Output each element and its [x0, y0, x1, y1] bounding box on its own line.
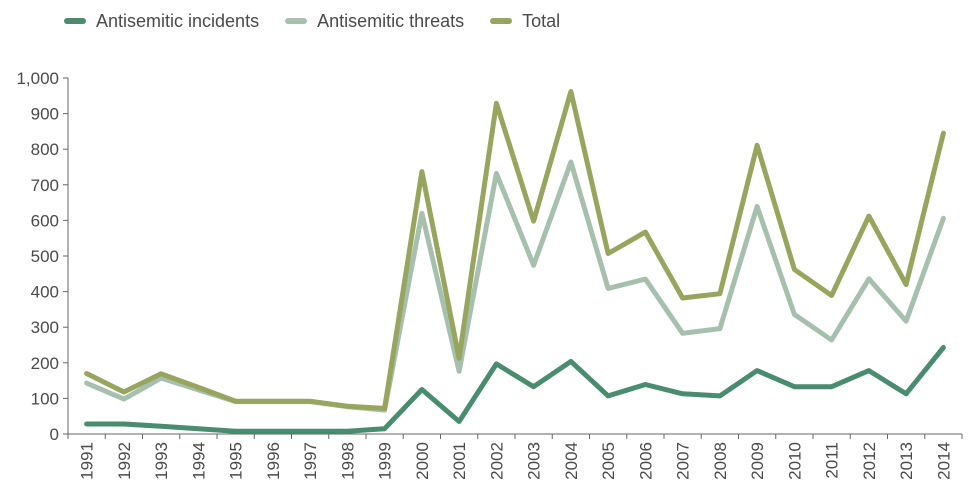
- chart-legend: Antisemitic incidents Antisemitic threat…: [64, 6, 586, 36]
- x-tick-label: 1992: [115, 442, 134, 480]
- x-tick-label: 2002: [487, 442, 506, 480]
- legend-item-incidents: Antisemitic incidents: [64, 11, 259, 32]
- legend-item-threats: Antisemitic threats: [285, 11, 464, 32]
- x-tick-label: 2006: [636, 442, 655, 480]
- x-tick-label: 2003: [525, 442, 544, 480]
- legend-label-total: Total: [522, 10, 561, 31]
- chart-series-lines: [84, 89, 946, 434]
- x-tick-label: 2005: [599, 442, 618, 480]
- y-tick-label: 100: [31, 389, 59, 408]
- series-line-2: [84, 89, 946, 411]
- x-tick-label: 1999: [376, 442, 395, 480]
- x-tick-label: 2001: [450, 442, 469, 480]
- legend-item-total: Total: [490, 11, 560, 32]
- y-tick-label: 800: [31, 140, 59, 159]
- x-tick-label: 1997: [301, 442, 320, 480]
- y-tick-label: 1,000: [16, 69, 59, 88]
- x-tick-label: 1995: [227, 442, 246, 480]
- x-tick-label: 2010: [785, 442, 804, 480]
- legend-swatch-threats: [285, 18, 308, 24]
- chart-tick-labels: 0 100 200 300 400 500 600 700 800 900 1,000 1991 199…: [16, 69, 953, 480]
- y-tick-label: 300: [31, 318, 59, 337]
- x-tick-label: 2014: [934, 442, 953, 480]
- legend-swatch-total: [490, 18, 513, 24]
- x-tick-label: 2009: [748, 442, 767, 480]
- y-tick-label: 200: [31, 354, 59, 373]
- x-tick-label: 1994: [189, 442, 208, 480]
- x-tick-label: 2000: [413, 442, 432, 480]
- x-tick-label: 2007: [674, 442, 693, 480]
- legend-swatch-incidents: [64, 18, 86, 24]
- legend-label-threats: Antisemitic threats: [317, 10, 465, 31]
- y-tick-label: 700: [31, 176, 59, 195]
- y-tick-label: 0: [50, 425, 59, 444]
- y-tick-label: 900: [31, 105, 59, 124]
- series-line-0: [84, 345, 946, 434]
- y-tick-label: 400: [31, 283, 59, 302]
- x-tick-label: 1991: [78, 442, 97, 480]
- x-tick-label: 1998: [338, 442, 357, 480]
- x-tick-label: 2012: [860, 442, 879, 480]
- legend-label-incidents: Antisemitic incidents: [96, 10, 260, 31]
- x-tick-label: 1993: [152, 442, 171, 480]
- x-tick-label: 2013: [897, 442, 916, 480]
- x-tick-label: 2011: [823, 442, 842, 479]
- x-tick-label: 2008: [711, 442, 730, 480]
- chart-axes: [63, 77, 963, 439]
- x-tick-label: 2004: [562, 442, 581, 480]
- y-tick-label: 600: [31, 211, 59, 230]
- y-tick-label: 500: [31, 247, 59, 266]
- x-tick-label: 1996: [264, 442, 283, 480]
